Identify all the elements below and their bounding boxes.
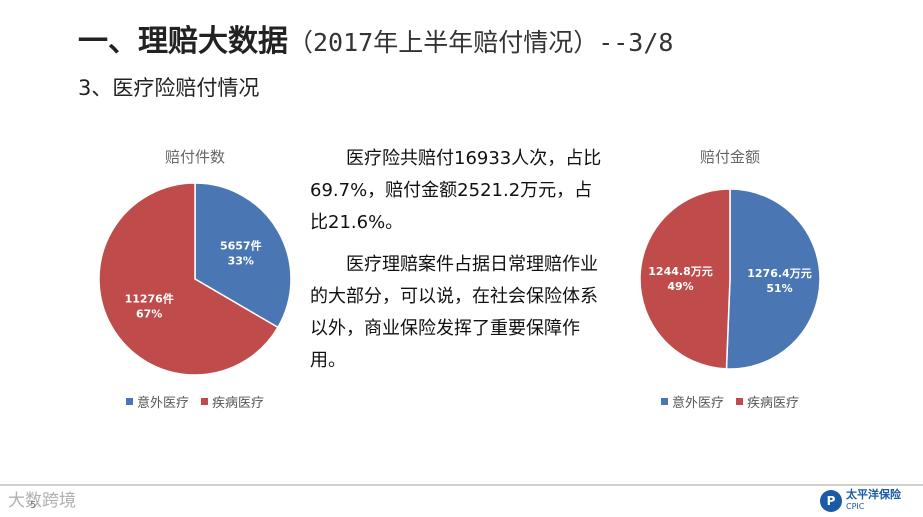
company-logo: P 太平洋保险 CPIC bbox=[820, 489, 901, 513]
pie-data-label: 11276件 bbox=[125, 291, 174, 305]
legend-swatch bbox=[201, 398, 208, 405]
pie-percent-label: 49% bbox=[667, 280, 693, 293]
pie-data-label: 1276.4万元 bbox=[747, 267, 811, 280]
pie-chart-claim-count: 赔付件数 5657件 33% 11276件 67% 意外医疗 疾病医疗 bbox=[90, 140, 300, 420]
footer-divider bbox=[0, 484, 923, 486]
pie-percent-label: 33% bbox=[228, 255, 254, 268]
page-title-main: 一、理赔大数据 bbox=[78, 24, 288, 59]
pie-data-label: 5657件 bbox=[220, 239, 262, 253]
legend-label: 疾病医疗 bbox=[747, 396, 800, 411]
legend-swatch bbox=[736, 398, 743, 405]
pie-slice-accident bbox=[725, 188, 821, 370]
legend-swatch bbox=[660, 398, 668, 405]
page-number: 5 bbox=[30, 500, 37, 511]
chart-legend: 意外医疗 疾病医疗 bbox=[630, 392, 830, 411]
pie-slice-disease bbox=[98, 182, 279, 376]
page-title-sub: （2017年上半年赔付情况）--3/8 bbox=[288, 28, 674, 57]
chart-title: 赔付金额 bbox=[699, 148, 760, 166]
pie-slice-accident bbox=[194, 182, 292, 329]
section-heading: 3、医疗险赔付情况 bbox=[78, 76, 260, 100]
legend-item-disease: 疾病医疗 bbox=[736, 392, 799, 411]
watermark-text: 大数跨境 bbox=[8, 491, 76, 511]
logo-icon: P bbox=[820, 490, 842, 512]
legend-item-accident: 意外医疗 bbox=[660, 392, 724, 411]
legend-swatch bbox=[125, 398, 133, 405]
pie-chart-claim-amount: 赔付金额 1276.4万元 51% 1244.8万元 49% 意外医疗 疾病医疗 bbox=[630, 140, 830, 420]
pie-percent-label: 51% bbox=[766, 282, 792, 295]
summary-paragraph-1: 医疗险共赔付16933人次，占比69.7%，赔付金额2521.2万元，占比21.… bbox=[310, 148, 602, 233]
pie-percent-label: 67% bbox=[136, 307, 162, 320]
pie-slice-disease bbox=[639, 188, 731, 370]
pie-data-label: 1244.8万元 bbox=[648, 265, 712, 278]
legend-label: 意外医疗 bbox=[671, 396, 724, 411]
summary-paragraph-2: 医疗理赔案件占据日常理赔作业的大部分，可以说，在社会保险体系以外，商业保险发挥了… bbox=[310, 254, 598, 371]
legend-label: 意外医疗 bbox=[136, 396, 189, 411]
page-title: 一、理赔大数据（2017年上半年赔付情况）--3/8 bbox=[78, 16, 673, 60]
legend-item-accident: 意外医疗 bbox=[125, 392, 189, 411]
legend-label: 疾病医疗 bbox=[212, 396, 265, 411]
summary-text: 医疗险共赔付16933人次，占比69.7%，赔付金额2521.2万元，占比21.… bbox=[310, 143, 608, 387]
chart-title: 赔付件数 bbox=[164, 148, 225, 166]
pie-chart-svg: 5657件 33% 11276件 67% bbox=[98, 182, 292, 376]
pie-chart-svg: 1276.4万元 51% 1244.8万元 49% bbox=[639, 188, 821, 370]
legend-item-disease: 疾病医疗 bbox=[201, 392, 264, 411]
logo-text-en: CPIC bbox=[846, 502, 865, 511]
chart-legend: 意外医疗 疾病医疗 bbox=[90, 392, 300, 411]
logo-text-cn: 太平洋保险 bbox=[846, 488, 901, 501]
